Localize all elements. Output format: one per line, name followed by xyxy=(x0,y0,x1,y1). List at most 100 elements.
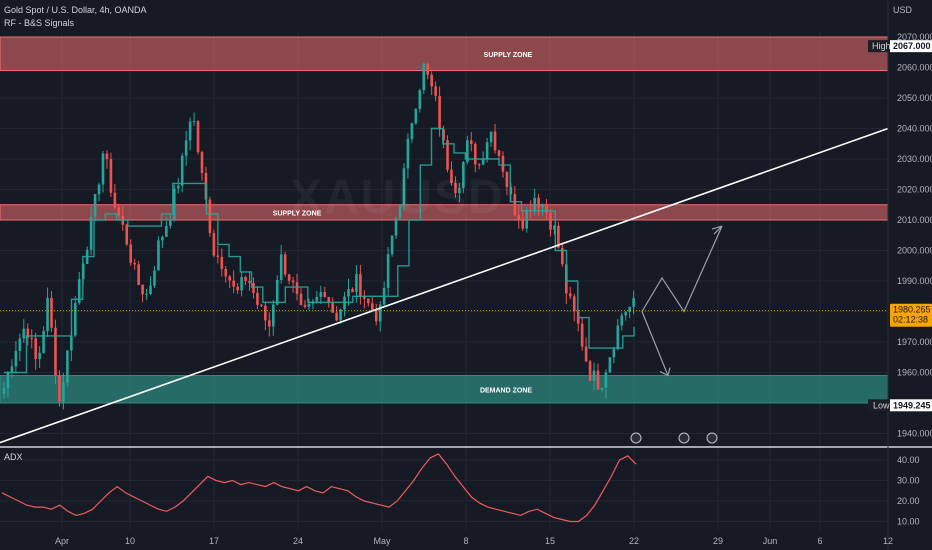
candle xyxy=(473,141,477,173)
candle-body xyxy=(454,183,457,194)
candle xyxy=(426,62,430,80)
candle-body xyxy=(46,297,49,332)
adx-tick-label: 40.00 xyxy=(897,455,920,465)
time-tick-label: 12 xyxy=(883,536,893,546)
candle-body xyxy=(145,293,148,295)
candle xyxy=(620,312,624,331)
candle xyxy=(172,184,176,222)
candle-body xyxy=(568,293,572,297)
flag-icon xyxy=(706,432,718,444)
high-price-badge xyxy=(890,40,932,53)
candle-body xyxy=(426,63,430,75)
candle-body xyxy=(612,349,616,358)
symbol-title[interactable]: Gold Spot / U.S. Dollar, 4h, OANDA xyxy=(4,5,147,15)
candle xyxy=(161,235,164,249)
candle xyxy=(323,286,327,298)
candle-body xyxy=(501,155,505,172)
candle-body xyxy=(113,192,117,208)
candle xyxy=(26,323,30,346)
candle xyxy=(469,131,473,152)
candle-body xyxy=(93,194,97,218)
candle xyxy=(180,153,184,193)
candle xyxy=(30,329,34,349)
candle-body xyxy=(553,225,556,230)
candle xyxy=(137,260,140,286)
candle-body xyxy=(505,171,509,187)
candle xyxy=(271,299,275,336)
candle-body xyxy=(279,254,283,280)
candle-body xyxy=(165,225,168,237)
adx-tick-label: 20.00 xyxy=(897,496,920,506)
time-tick-label: 8 xyxy=(463,536,468,546)
candle xyxy=(85,246,89,265)
candle xyxy=(248,272,251,291)
candle xyxy=(541,203,544,217)
price-tick-label: 2010.000 xyxy=(897,215,932,225)
candle-body xyxy=(291,280,295,283)
candle xyxy=(38,346,41,368)
candle xyxy=(256,286,259,309)
indicator-title[interactable]: RF - B&S Signals xyxy=(4,18,75,28)
candle xyxy=(232,270,235,294)
candle xyxy=(212,229,216,258)
candle-body xyxy=(604,372,608,388)
candle-body xyxy=(351,289,354,293)
candle-body xyxy=(588,361,592,381)
candle xyxy=(73,295,77,338)
candle-body xyxy=(347,289,350,297)
price-tick-label: 2050.000 xyxy=(897,93,932,103)
candle-body xyxy=(438,95,441,130)
adx-tick-label: 30.00 xyxy=(897,476,920,486)
candle xyxy=(422,62,426,94)
candle xyxy=(283,251,287,277)
candle xyxy=(105,150,109,169)
candle-body xyxy=(228,276,232,281)
candle-body xyxy=(196,121,200,153)
candle xyxy=(378,301,382,332)
low-price-badge-text: 1949.245 xyxy=(893,400,931,410)
candle-body xyxy=(200,152,204,173)
candle-body xyxy=(307,303,311,307)
candle-body xyxy=(42,331,45,353)
candle-body xyxy=(172,188,176,220)
time-tick-label: Jun xyxy=(763,536,778,546)
candle-body xyxy=(220,256,224,269)
time-tick-label: May xyxy=(373,536,391,546)
candle xyxy=(54,319,57,384)
supply-zone xyxy=(0,36,889,72)
candle-body xyxy=(176,185,180,189)
price-tick-label: 2020.000 xyxy=(897,185,932,195)
candle-body xyxy=(584,346,588,362)
candle-body xyxy=(54,327,57,376)
candle xyxy=(319,285,323,305)
candle-body xyxy=(303,304,307,307)
candle-body xyxy=(18,338,22,351)
candle-body xyxy=(378,304,382,322)
candle-body xyxy=(434,86,437,96)
lightning-icon xyxy=(630,432,642,444)
low-price-badge xyxy=(890,399,932,412)
candle-body xyxy=(545,205,548,213)
candle-body xyxy=(117,207,121,216)
candle-body xyxy=(283,254,287,275)
price-tick-label: 1970.000 xyxy=(897,337,932,347)
candle xyxy=(493,123,497,154)
candle-body xyxy=(458,187,461,194)
time-tick-label: 22 xyxy=(629,536,639,546)
candle-body xyxy=(109,159,113,193)
candle xyxy=(66,349,69,387)
candle-body xyxy=(596,370,600,390)
candle-body xyxy=(101,153,105,185)
candle-body xyxy=(323,291,327,297)
candle xyxy=(549,208,552,237)
candle-body xyxy=(236,286,239,291)
candle xyxy=(418,88,422,113)
candle-body xyxy=(180,155,184,186)
candle xyxy=(165,216,168,238)
low-tag-text: Low xyxy=(873,400,890,410)
candle-body xyxy=(572,296,576,312)
price-tick-label: 2070.000 xyxy=(897,32,932,42)
candle-body xyxy=(477,164,481,166)
candle xyxy=(608,357,612,373)
